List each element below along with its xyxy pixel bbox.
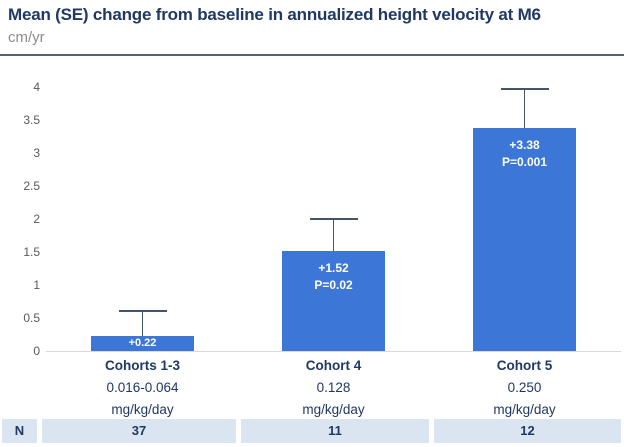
bar-cohort-3: +3.38 P=0.001 — [473, 127, 576, 351]
n-row-value-cell: 37 — [42, 419, 236, 443]
y-tick-label: 1.5 — [23, 245, 40, 259]
error-bar-cap — [118, 310, 167, 313]
bar-value-label: +0.22 — [91, 336, 194, 351]
category-dose: 0.016-0.064 — [106, 380, 179, 395]
category-label-1: Cohorts 1-3 0.016-0.064 mg/kg/day — [53, 355, 233, 421]
n-row-header-cell: N — [2, 419, 37, 443]
bar-label-line: +3.38 — [509, 137, 540, 152]
bar-cohort-1: +0.22 — [91, 336, 194, 351]
y-tick-label: 4 — [33, 80, 40, 94]
n-row-value-cell: 11 — [241, 419, 429, 443]
y-tick-label: 3.5 — [23, 113, 40, 127]
chart-unit-label: cm/yr — [8, 29, 45, 46]
chart-title: Mean (SE) change from baseline in annual… — [8, 5, 541, 24]
x-axis-baseline — [46, 351, 621, 352]
n-row-value-cell: 12 — [434, 419, 621, 443]
error-bar-stem — [332, 219, 335, 251]
y-tick-label: 0.5 — [23, 311, 40, 325]
category-name: Cohort 4 — [305, 358, 362, 373]
y-tick-label: 1 — [33, 278, 40, 292]
bar-value-label: +1.52 P=0.02 — [282, 251, 385, 294]
category-name: Cohort 5 — [496, 358, 553, 373]
category-dose: 0.250 — [507, 380, 542, 395]
error-bar-stem — [523, 90, 526, 128]
error-bar-stem — [141, 312, 144, 337]
title-separator-line — [0, 54, 624, 56]
y-tick-label: 0 — [33, 344, 40, 358]
category-name: Cohorts 1-3 — [104, 358, 180, 373]
bar-value-label: +3.38 P=0.001 — [473, 128, 576, 171]
bar-label-line: +0.22 — [128, 337, 157, 350]
bar-label-line: +1.52 — [318, 260, 349, 275]
y-tick-label: 2 — [33, 212, 40, 226]
category-dose-unit: mg/kg/day — [493, 402, 556, 417]
y-tick-label: 3 — [33, 146, 40, 160]
bar-label-line: P=0.001 — [501, 154, 548, 169]
error-bar-cap — [500, 88, 549, 91]
category-dose-unit: mg/kg/day — [111, 402, 174, 417]
category-dose-unit: mg/kg/day — [302, 402, 365, 417]
category-dose: 0.128 — [316, 380, 351, 395]
bar-cohort-2: +1.52 P=0.02 — [282, 250, 385, 351]
category-label-3: Cohort 5 0.250 mg/kg/day — [435, 355, 615, 421]
y-tick-label: 2.5 — [23, 179, 40, 193]
category-label-2: Cohort 4 0.128 mg/kg/day — [244, 355, 424, 421]
bar-label-line: P=0.02 — [314, 277, 353, 292]
error-bar-cap — [309, 217, 358, 220]
